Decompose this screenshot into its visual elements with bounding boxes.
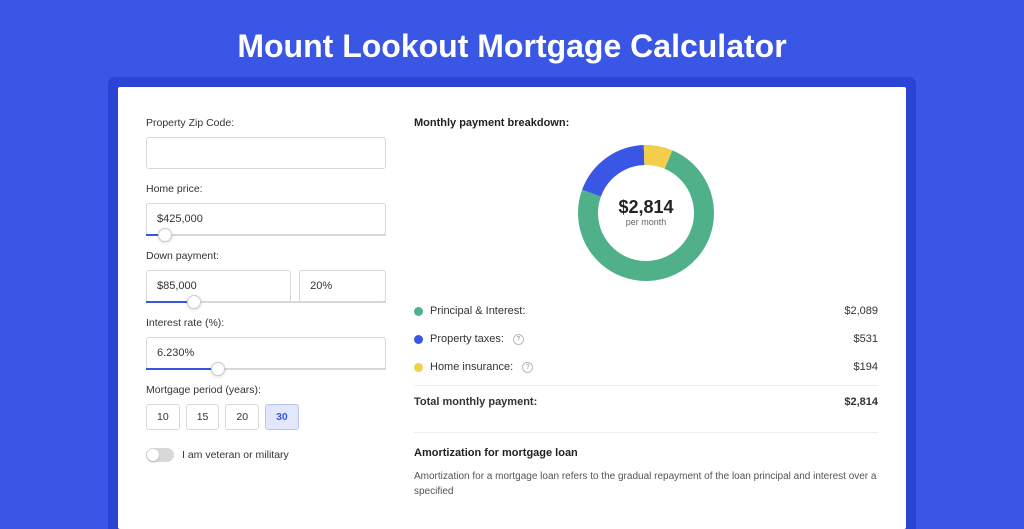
mortgage-period-options: 10152030 xyxy=(146,404,386,430)
legend-value-2: $194 xyxy=(854,361,878,373)
down-payment-slider[interactable] xyxy=(146,301,386,303)
amortization-title: Amortization for mortgage loan xyxy=(414,447,878,459)
breakdown-legend: Principal & Interest: $2,089 Property taxe… xyxy=(414,297,878,381)
interest-rate-input[interactable] xyxy=(146,337,386,369)
legend-value-1: $531 xyxy=(854,333,878,345)
legend-label-1: Property taxes: xyxy=(430,333,504,345)
total-row: Total monthly payment: $2,814 xyxy=(414,385,878,416)
total-value: $2,814 xyxy=(844,396,878,408)
interest-rate-slider-fill xyxy=(146,368,218,370)
veteran-toggle-knob xyxy=(147,449,159,461)
donut-chart-wrap: $2,814 per month xyxy=(414,143,878,283)
legend-dot-2 xyxy=(414,363,423,372)
home-price-slider[interactable] xyxy=(146,234,386,236)
amortization-text: Amortization for a mortgage loan refers … xyxy=(414,469,878,499)
mortgage-period-group: Mortgage period (years): 10152030 xyxy=(146,384,386,430)
zip-label: Property Zip Code: xyxy=(146,117,386,129)
donut-center-sub: per month xyxy=(626,217,667,227)
breakdown-title: Monthly payment breakdown: xyxy=(414,117,878,129)
interest-rate-label: Interest rate (%): xyxy=(146,317,386,329)
page-title: Mount Lookout Mortgage Calculator xyxy=(0,0,1024,87)
home-price-input[interactable] xyxy=(146,203,386,235)
mortgage-period-label: Mortgage period (years): xyxy=(146,384,386,396)
interest-rate-group: Interest rate (%): xyxy=(146,317,386,370)
down-payment-slider-thumb[interactable] xyxy=(187,295,201,309)
zip-field-group: Property Zip Code: xyxy=(146,117,386,169)
home-price-label: Home price: xyxy=(146,183,386,195)
period-button-10[interactable]: 10 xyxy=(146,404,180,430)
period-button-30[interactable]: 30 xyxy=(265,404,299,430)
down-payment-amount-input[interactable] xyxy=(146,270,291,302)
legend-row-0: Principal & Interest: $2,089 xyxy=(414,297,878,325)
veteran-label: I am veteran or military xyxy=(182,449,289,461)
legend-row-2: Home insurance:? $194 xyxy=(414,353,878,381)
info-icon[interactable]: ? xyxy=(513,334,524,345)
legend-label-0: Principal & Interest: xyxy=(430,305,525,317)
breakdown-column: Monthly payment breakdown: $2,814 per mo… xyxy=(414,117,878,499)
veteran-toggle[interactable] xyxy=(146,448,174,462)
legend-dot-1 xyxy=(414,335,423,344)
calculator-card: Property Zip Code: Home price: Down paym… xyxy=(118,87,906,529)
info-icon[interactable]: ? xyxy=(522,362,533,373)
donut-center-amount: $2,814 xyxy=(618,197,673,217)
amortization-section: Amortization for mortgage loan Amortizat… xyxy=(414,432,878,499)
zip-input[interactable] xyxy=(146,137,386,169)
interest-rate-slider-thumb[interactable] xyxy=(211,362,225,376)
veteran-toggle-row: I am veteran or military xyxy=(146,448,386,462)
interest-rate-slider[interactable] xyxy=(146,368,386,370)
legend-dot-0 xyxy=(414,307,423,316)
legend-value-0: $2,089 xyxy=(844,305,878,317)
home-price-group: Home price: xyxy=(146,183,386,236)
inputs-column: Property Zip Code: Home price: Down paym… xyxy=(146,117,386,499)
legend-label-2: Home insurance: xyxy=(430,361,513,373)
period-button-20[interactable]: 20 xyxy=(225,404,259,430)
down-payment-pct-input[interactable] xyxy=(299,270,386,302)
home-price-slider-thumb[interactable] xyxy=(158,228,172,242)
down-payment-group: Down payment: xyxy=(146,250,386,303)
down-payment-label: Down payment: xyxy=(146,250,386,262)
total-label: Total monthly payment: xyxy=(414,396,537,408)
legend-row-1: Property taxes:? $531 xyxy=(414,325,878,353)
donut-chart: $2,814 per month xyxy=(576,143,716,283)
period-button-15[interactable]: 15 xyxy=(186,404,220,430)
